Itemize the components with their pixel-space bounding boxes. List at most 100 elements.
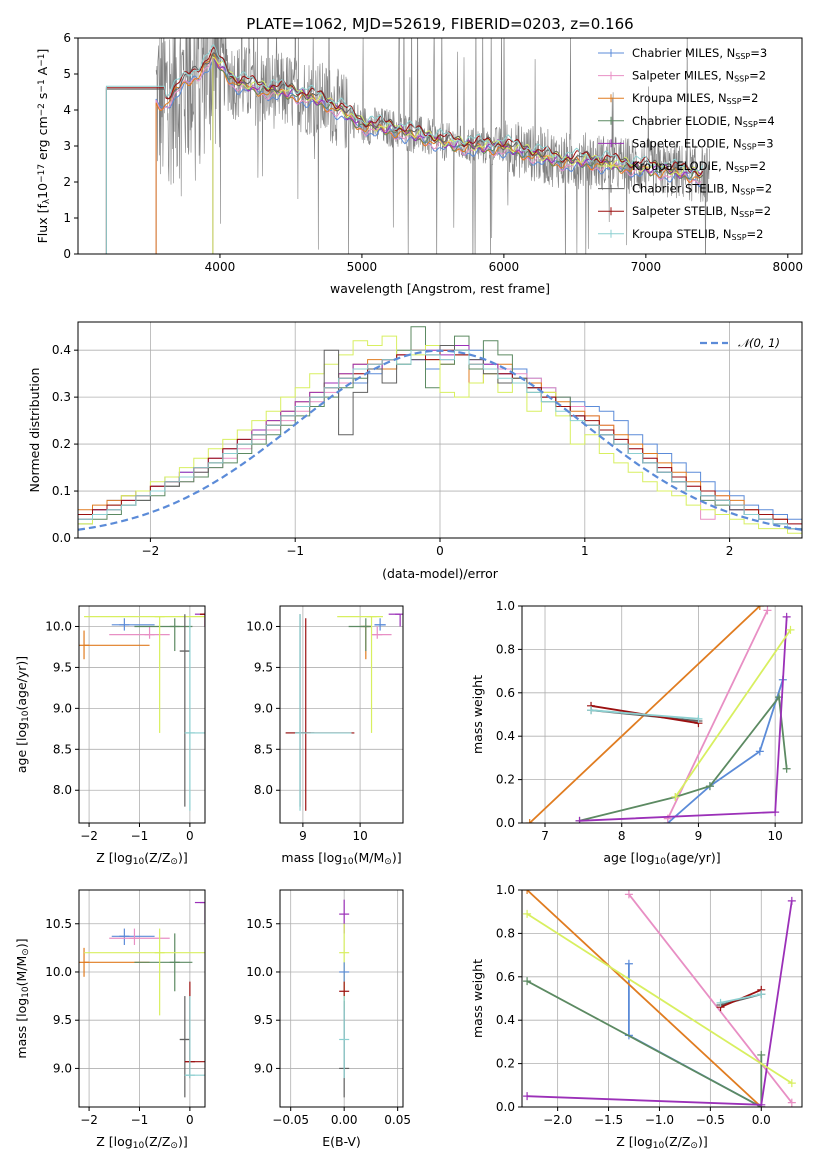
x-tick-label: 7 [541, 829, 549, 843]
residuals-y-label: Normed distribution [27, 368, 42, 493]
weight-marker [755, 747, 764, 756]
age-vs-Z-panel: −2 −1 08.08.59.09.510.0Z [log10(Z/Z⊙)]age … [14, 605, 206, 867]
legend-name: Chabrier STELIB, N [632, 182, 740, 196]
mass-vs-Z-y-label-part: )] [14, 938, 29, 948]
weight-marker [624, 890, 633, 899]
age_vs_mass-frame [279, 605, 404, 824]
legend-sub: SSP [734, 165, 749, 174]
y-tick-label: 0.3 [52, 390, 71, 404]
weight-marker [671, 792, 680, 801]
y-tick-label: 1 [63, 211, 71, 225]
weight-marker [757, 990, 766, 999]
legend-entry: Kroupa ELODIE, NSSP=2 [632, 159, 766, 174]
spectrum-title: PLATE=1062, MJD=52619, FIBERID=0203, z=0… [246, 15, 633, 33]
y-tick-label: 9.5 [254, 1013, 273, 1027]
age-vs-mass-x-label-part: 10 [342, 857, 354, 867]
mass-vs-ebv-plot-area [339, 899, 350, 1098]
spectrum-y-label-part: −1 [37, 54, 47, 67]
legend-name: Salpeter ELODIE, N [632, 136, 742, 150]
weight_vs_age-frame [521, 605, 803, 824]
legend-sub: SSP [743, 120, 758, 129]
age-vs-Z-plot-area [79, 612, 205, 811]
legend-entry: Salpeter STELIB, NSSP=2 [632, 204, 771, 219]
x-tick-label: −1 [286, 544, 304, 558]
model-spectrum-kroupa-stelib [105, 44, 704, 254]
mass-vs-Z-y-label-part: 10 [21, 986, 31, 998]
y-tick-label: 0.8 [496, 642, 515, 656]
age-vs-Z-x-label-part: Z [log [96, 850, 132, 865]
legend-name: Salpeter MILES, N [632, 69, 734, 83]
spectrum-panel: PLATE=1062, MJD=52619, FIBERID=0203, z=0… [35, 15, 803, 296]
y-tick-label: 8.5 [53, 742, 72, 756]
legend-entry: Chabrier MILES, NSSP=3 [632, 46, 767, 61]
legend-sub: SSP [739, 210, 754, 219]
legend-suffix: =2 [749, 159, 766, 173]
weight-vs-Z-x-label-part: )] [698, 1134, 708, 1149]
x-tick-label: −2 [142, 544, 160, 558]
weight-marker [523, 890, 532, 894]
x-tick-label: 0 [186, 829, 194, 843]
model-spectrum-chabrier-elodie [212, 52, 703, 254]
weight-marker [624, 959, 633, 968]
weight-line-kroupa-elodie [674, 629, 792, 798]
x-tick-label: 9 [695, 829, 703, 843]
weight-vs-Z-y-label: mass weight [470, 959, 485, 1038]
y-tick-label: 10.0 [45, 619, 72, 633]
weight-vs-age-x-label-part: (age/yr)] [666, 850, 721, 865]
mass-vs-Z-y-label: mass [log10(M/M⊙)] [14, 938, 31, 1058]
weight-marker [587, 706, 596, 715]
mass-vs-Z-panel: −2 −1 09.09.510.010.5Z [log10(Z/Z⊙)]mass [… [14, 889, 206, 1151]
weight-marker [787, 896, 796, 905]
y-tick-label: 9.0 [254, 1061, 273, 1075]
spectrum-y-label: Flux [fλ10−17 erg cm−2 s−1 A−1] [35, 49, 52, 244]
legend-sub: SSP [727, 97, 742, 106]
y-tick-label: 0.2 [496, 773, 515, 787]
legend-suffix: =3 [757, 136, 774, 150]
legend-suffix: =2 [749, 69, 766, 83]
legend-name: Chabrier MILES, N [632, 46, 735, 60]
weight-marker [716, 998, 725, 1007]
weight-line-chabrier-miles [667, 679, 784, 823]
age-vs-mass-x-label: mass [log10(M/M⊙)] [281, 850, 401, 867]
y-tick-label: 0.4 [496, 1013, 515, 1027]
legend-entry: Kroupa MILES, NSSP=2 [632, 91, 758, 106]
legend-suffix: =3 [750, 46, 767, 60]
legend-sub: SSP [735, 52, 750, 61]
weight-marker [705, 782, 714, 791]
spectrum-frame [77, 37, 803, 255]
spectrum-y-label-part: −17 [37, 164, 47, 183]
x-tick-label: −1.0 [645, 1113, 674, 1127]
spectrum-plot-area [105, 38, 710, 254]
residuals-x-label: (data-model)/error [382, 566, 499, 581]
y-tick-label: 6 [63, 31, 71, 45]
x-tick-label: 9 [299, 829, 307, 843]
age-vs-Z-y-label-part: (age/yr)] [14, 656, 29, 711]
weight-marker [694, 714, 703, 723]
weight-marker [786, 625, 795, 634]
x-tick-label: 2 [726, 544, 734, 558]
y-tick-label: 10.0 [45, 965, 72, 979]
x-tick-label: −2.0 [543, 1113, 572, 1127]
y-tick-label: 0.4 [52, 343, 71, 357]
y-tick-label: 0.8 [496, 926, 515, 940]
age-vs-Z-x-label-part: 10 [133, 857, 145, 867]
mass-vs-ebv-panel: −0.05 0.00 0.05 9.0 9.5 10.0 10.5 E(B-V) [246, 889, 411, 1149]
mass-vs-Z-plot-area [79, 901, 205, 1098]
weight-vs-age-x-label: age [log10(age/yr)] [603, 850, 720, 867]
weight-line-kroupa-stelib [590, 709, 699, 720]
weight-vs-age-x-label-part: 10 [655, 857, 667, 867]
y-tick-label: 9.5 [254, 660, 273, 674]
y-tick-label: 0.0 [52, 531, 71, 545]
weight-marker [525, 819, 534, 823]
weight-marker [523, 909, 532, 918]
y-tick-label: 0.4 [496, 729, 515, 743]
x-tick-label: 4000 [205, 260, 236, 274]
weight-marker [523, 1092, 532, 1101]
weight-marker [771, 808, 780, 817]
weight-line-chabrier-elodie [526, 980, 763, 1107]
weight-marker [787, 1079, 796, 1088]
mass-vs-Z-y-label-part: ⊙ [21, 948, 31, 956]
histogram-kroupa-stelib [78, 349, 802, 530]
x-tick-label: −1 [131, 829, 149, 843]
y-tick-label: 0.6 [496, 686, 515, 700]
